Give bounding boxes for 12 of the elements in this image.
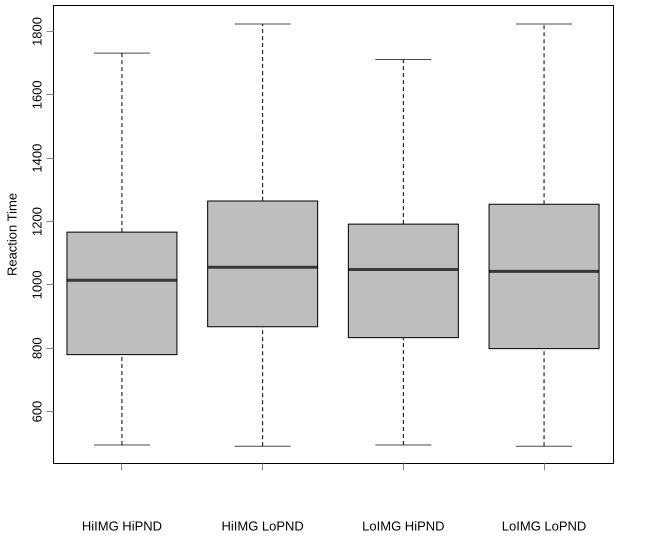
x-tick-label: LoIMG LoPND [502,518,586,534]
y-tick-label: 600 [30,400,44,422]
y-tick-label: 1000 [30,270,44,300]
y-axis-title: Reaction Time [4,192,20,276]
x-tick-label: LoIMG HiPND [362,518,445,534]
y-tick-label: 1400 [30,144,44,173]
x-tick-label: HiIMG HiPND [82,518,162,534]
y-tick-label: 1200 [30,207,44,236]
y-tick-label: 1800 [30,17,44,46]
y-tick-label: 800 [30,337,44,360]
y-tick-label: 1600 [30,80,44,110]
x-tick-label: HiIMG LoPND [221,518,304,534]
